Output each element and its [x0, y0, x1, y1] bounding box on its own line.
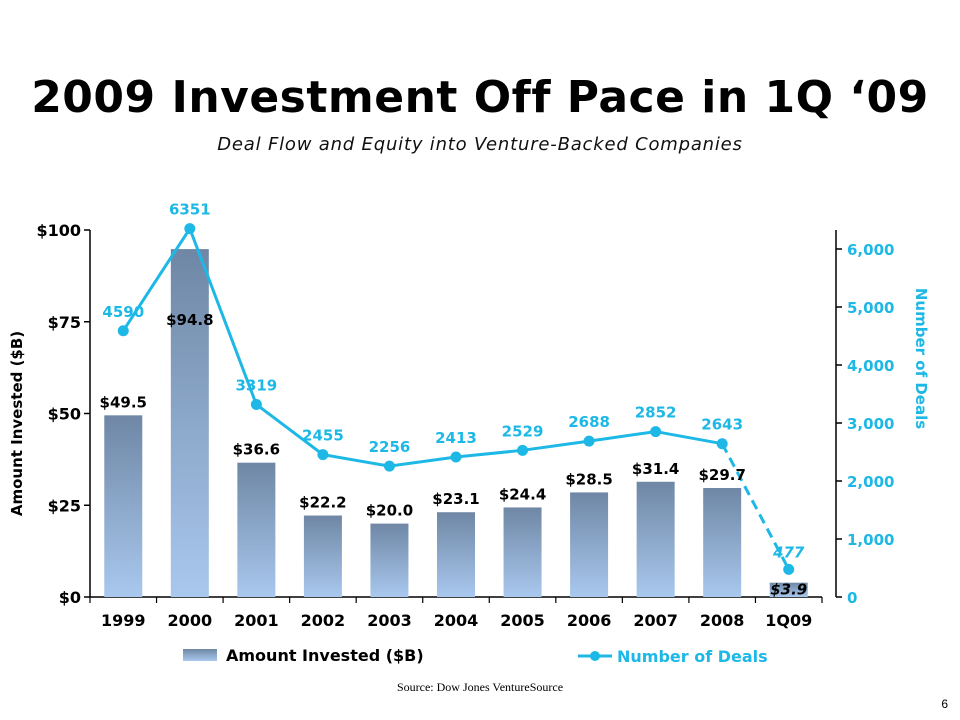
deal-point: [117, 325, 129, 337]
deal-value-label: 2455: [302, 427, 344, 445]
bar: [170, 249, 209, 598]
bar: [570, 492, 609, 597]
bar-value-label: $28.5: [565, 470, 612, 488]
x-tick-label: 2008: [700, 611, 745, 630]
legend-bar-label: Amount Invested ($B): [226, 646, 424, 665]
deal-value-label: 477: [772, 543, 805, 561]
deal-value-label: 2852: [635, 404, 677, 422]
deal-value-label: 6351: [169, 201, 211, 219]
x-tick-label: 2001: [234, 611, 279, 630]
deal-point: [250, 398, 262, 410]
left-axis-title: Amount Invested ($B): [8, 331, 26, 516]
chart-subtitle: Deal Flow and Equity into Venture-Backed…: [217, 134, 743, 155]
page-number: 6: [941, 697, 948, 711]
bar-value-label: $20.0: [366, 502, 413, 520]
deal-value-label: 2643: [701, 416, 743, 434]
x-tick-label: 2004: [434, 611, 479, 630]
bar-value-label: $24.4: [499, 485, 546, 503]
deal-point: [650, 426, 662, 438]
x-tick-label: 2002: [301, 611, 346, 630]
left-tick-label: $75: [48, 313, 81, 332]
deal-point: [383, 460, 395, 472]
deal-point: [450, 451, 462, 463]
x-tick-label: 2000: [168, 611, 213, 630]
deal-point: [317, 449, 329, 461]
bar-value-label: $36.6: [233, 441, 280, 459]
deal-point: [184, 223, 196, 235]
chart-title: 2009 Investment Off Pace in 1Q ‘09: [31, 72, 929, 123]
bar-value-label: $22.2: [299, 494, 346, 512]
bar: [437, 512, 475, 597]
bar-value-label: $49.5: [100, 393, 147, 411]
bar-value-label: $94.8: [166, 311, 213, 329]
deal-point: [783, 563, 795, 575]
right-tick-label: 3,000: [847, 415, 894, 433]
deal-value-label: 2256: [369, 438, 411, 456]
left-tick-label: $100: [36, 221, 81, 240]
deal-point: [583, 435, 595, 447]
bar-value-label: $3.9: [770, 581, 807, 599]
right-tick-label: 1,000: [847, 531, 894, 549]
bar: [370, 523, 409, 597]
deal-value-label: 2529: [502, 422, 544, 440]
bar: [303, 515, 342, 597]
source-note: Source: Dow Jones VentureSource: [396, 680, 564, 694]
left-tick-label: $0: [59, 588, 81, 607]
legend-line-marker: [590, 651, 600, 661]
bar-value-label: $29.7: [698, 466, 745, 484]
right-tick-label: 2,000: [847, 473, 894, 491]
deal-point: [517, 444, 529, 456]
deal-value-label: 4590: [102, 303, 144, 321]
bar: [769, 582, 808, 597]
legend-line-label: Number of Deals: [617, 647, 768, 666]
bar: [237, 462, 276, 597]
bar: [703, 488, 742, 597]
deal-value-label: 2413: [435, 429, 477, 447]
left-tick-label: $50: [48, 405, 81, 424]
x-tick-label: 2003: [367, 611, 412, 630]
legend-bar-swatch: [183, 649, 217, 661]
x-tick-label: 2005: [500, 611, 545, 630]
x-tick-label: 1Q09: [765, 611, 812, 630]
deals-line: [122, 225, 723, 468]
deal-point: [716, 438, 728, 450]
right-axis-title: Number of Deals: [912, 288, 930, 429]
right-tick-label: 6,000: [847, 241, 894, 259]
right-tick-label: 5,000: [847, 299, 894, 317]
left-tick-label: $25: [48, 496, 81, 515]
x-tick-label: 2007: [633, 611, 678, 630]
bar: [104, 415, 143, 597]
deal-value-label: 3319: [235, 376, 277, 394]
bar: [503, 507, 542, 597]
bar-value-label: $31.4: [632, 460, 679, 478]
deal-value-label: 2688: [568, 413, 610, 431]
right-tick-label: 4,000: [847, 357, 894, 375]
x-tick-label: 1999: [101, 611, 146, 630]
bar-value-label: $23.1: [432, 490, 479, 508]
bar: [636, 481, 675, 597]
x-tick-label: 2006: [567, 611, 612, 630]
deals-line-projection: [720, 443, 791, 571]
right-tick-label: 0: [847, 589, 857, 607]
